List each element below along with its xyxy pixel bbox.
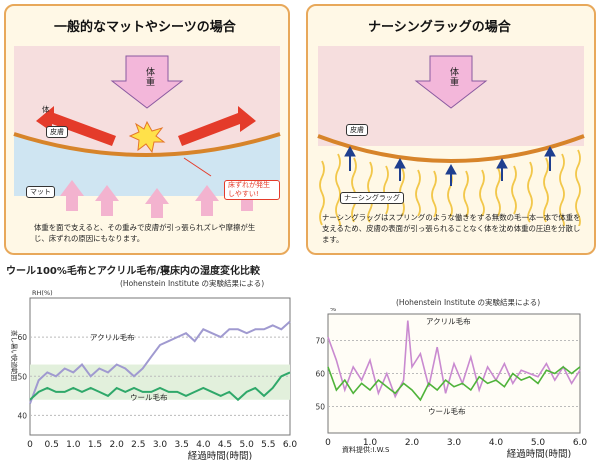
y-tick-label: 60 bbox=[315, 370, 325, 379]
rug-label: ナーシングラッグ bbox=[340, 192, 404, 204]
weight-label: 体重 bbox=[450, 68, 460, 88]
band-label-lower: 快適範囲 bbox=[10, 355, 19, 381]
mat-label: マット bbox=[26, 186, 55, 198]
y-tick-label: 50 bbox=[315, 403, 325, 412]
series-label: ウール毛布 bbox=[428, 406, 466, 416]
burst-icon bbox=[128, 120, 166, 154]
x-tick-label: 2.5 bbox=[131, 440, 145, 450]
humidity-chart-left: 40 50 60 0 0.5 1.0 1.5 2.0 2.5 3.0 3.5 4.0 4.5 5.0 5.5… bbox=[10, 290, 298, 460]
weight-arrow bbox=[414, 55, 488, 109]
x-tick-label: 0.5 bbox=[45, 440, 59, 450]
series-label: ウール毛布 bbox=[130, 392, 168, 402]
panel-description: ナーシングラッグはスプリングのような働きをする無数の毛一本一本で体重を支えるため… bbox=[322, 213, 581, 244]
panel-description: 体重を面で支えると、その重みで皮膚が引っ張られズレや摩擦が生じ、床ずれの原因にも… bbox=[34, 223, 256, 243]
series-line bbox=[327, 320, 581, 399]
x-tick-label: 4.0 bbox=[489, 438, 504, 448]
panel-ordinary-mat: 一般的なマットやシーツの場合 体重 体 皮膚 マット 床ずれが発生しやすい! 体… bbox=[4, 4, 290, 255]
warning-label: 床ずれが発生しやすい! bbox=[224, 180, 280, 200]
panel-title: 一般的なマットやシーツの場合 bbox=[54, 20, 236, 35]
y-tick-label: 40 bbox=[17, 411, 27, 420]
x-axis-label: 経過時間(時間) bbox=[188, 450, 252, 460]
series-label: アクリル毛布 bbox=[90, 332, 135, 342]
x-tick-label: 3.0 bbox=[153, 440, 168, 450]
series-line bbox=[327, 365, 581, 402]
support-arrows bbox=[344, 145, 556, 186]
humidity-chart-right: 50 60 70 0 1.0 2.0 3.0 4.0 5.0 6.0% 経過時間(時間) アクリル毛布… bbox=[315, 308, 588, 458]
panel-title: ナーシングラッグの場合 bbox=[368, 20, 511, 35]
chart-subtitle: (Hohenstein Institute の実験結果による) bbox=[396, 298, 541, 307]
credit-label: 資料提供:I.W.S bbox=[342, 445, 390, 454]
x-tick-label: 6.0 bbox=[283, 440, 298, 450]
x-tick-label: 1.0 bbox=[363, 438, 378, 448]
chart-subtitle: (Hohenstein Institute の実験結果による) bbox=[120, 279, 265, 288]
x-tick-label: 5.0 bbox=[240, 440, 255, 450]
weight-label: 体重 bbox=[146, 68, 156, 88]
left-stretch-arrow bbox=[36, 106, 116, 146]
chart-title: ウール100%毛布とアクリル毛布/寝床内の湿度変化比較 bbox=[6, 266, 261, 277]
y-tick-label: 70 bbox=[315, 336, 325, 345]
x-tick-label: 5.0 bbox=[531, 438, 546, 448]
comfort-band bbox=[30, 364, 290, 400]
x-tick-label: 2.0 bbox=[110, 440, 125, 450]
y-axis-label: RH(%) bbox=[32, 290, 53, 297]
panel-nursing-rug: ナーシングラッグの場合 bbox=[306, 4, 596, 255]
x-tick-label: 1.0 bbox=[66, 440, 81, 450]
mat-illustration bbox=[13, 46, 281, 218]
x-tick-label: 6.0 bbox=[573, 438, 588, 448]
series-label: アクリル毛布 bbox=[426, 316, 471, 326]
series-line bbox=[29, 320, 291, 405]
right-stretch-arrow bbox=[178, 106, 256, 146]
x-tick-label: 0 bbox=[27, 440, 33, 450]
x-tick-label: 0 bbox=[325, 438, 331, 448]
y-axis-label: % bbox=[330, 308, 336, 313]
x-tick-label: 2.0 bbox=[405, 438, 420, 448]
body-label: 体 bbox=[42, 105, 50, 114]
weight-arrow bbox=[110, 55, 184, 109]
series-line bbox=[29, 371, 291, 402]
x-tick-label: 3.5 bbox=[175, 440, 189, 450]
skin-label: 皮膚 bbox=[346, 124, 368, 136]
x-axis-label: 経過時間(時間) bbox=[507, 448, 571, 458]
x-tick-label: 1.5 bbox=[88, 440, 102, 450]
x-tick-label: 3.0 bbox=[447, 438, 462, 448]
skin-label: 皮膚 bbox=[46, 126, 68, 138]
y-tick-label: 60 bbox=[17, 333, 27, 342]
y-tick-label: 50 bbox=[17, 372, 27, 381]
x-tick-label: 4.5 bbox=[218, 440, 232, 450]
band-label-upper: 蒸し暑い bbox=[10, 330, 19, 356]
x-tick-label: 5.5 bbox=[261, 440, 275, 450]
x-tick-label: 4.0 bbox=[196, 440, 211, 450]
